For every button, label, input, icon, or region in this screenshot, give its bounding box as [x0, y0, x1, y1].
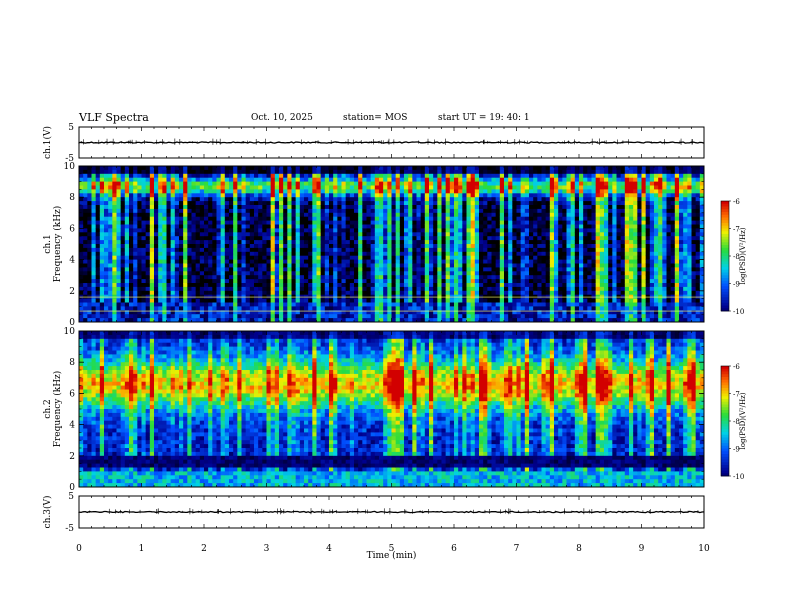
chart-station: station= MOS [343, 113, 408, 123]
ch1-waveform-ytick-label: -5 [65, 154, 74, 164]
x-tick-label: 7 [514, 544, 520, 554]
x-tick-label: 0 [76, 544, 82, 554]
ch1-spectrogram-ytick-label: 0 [69, 318, 75, 328]
ch1-waveform-axis-label: ch.1(V) [42, 126, 53, 159]
ch2-spectrogram-ytick-label: 8 [69, 358, 75, 368]
x-tick-label: 5 [389, 544, 395, 554]
x-tick-label: 10 [698, 544, 710, 554]
ch1-spectrogram-ytick-label: 2 [69, 287, 75, 297]
ch3-waveform-trace [78, 510, 705, 514]
ch3-waveform-ytick-label: -5 [65, 524, 74, 534]
ch2-spectrogram-colorbar-tick-label: -9 [733, 446, 740, 454]
ch3-waveform-axis-label: ch.3(V) [42, 496, 53, 529]
ch1-spectrogram-channel-label: ch.1 [43, 234, 53, 253]
ch1-spectrogram-ytick-label: 10 [64, 162, 76, 172]
ch1-waveform-trace [78, 141, 705, 144]
ch1-spectrogram-colorbar-tick-label: -6 [733, 198, 740, 206]
ch2-spectrogram-colorbar-tick-label: -7 [733, 391, 740, 399]
chart-start-time: start UT = 19: 40: 1 [438, 113, 530, 123]
ch1-spectrogram-ytick-label: 6 [69, 224, 75, 234]
x-tick-label: 1 [139, 544, 145, 554]
ch1-spectrogram-colorbar-tick-label: -8 [733, 253, 740, 261]
ch2-spectrogram-ytick-label: 2 [69, 452, 75, 462]
x-tick-label: 8 [576, 544, 582, 554]
ch1-spectrogram-colorbar-tick-label: -9 [733, 281, 740, 289]
ch2-spectrogram-colorbar-tick-label: -6 [733, 363, 740, 371]
ch2-spectrogram-colorbar-tick-label: -10 [733, 473, 744, 481]
ch2-spectrogram-colorbar-label: log(PSD)(V²/Hz) [739, 392, 747, 449]
ch2-spectrogram-ytick-label: 10 [64, 327, 76, 337]
ch1-spectrogram-ytick-label: 8 [69, 193, 75, 203]
ch1-waveform-ytick-label: 5 [68, 123, 74, 133]
ch3-waveform-ytick-label: 5 [68, 492, 74, 502]
ch2-spectrogram-channel-label: ch.2 [43, 399, 53, 418]
x-tick-label: 9 [639, 544, 645, 554]
ch1-spectrogram-axis-label: Frequency (kHz) [52, 206, 63, 283]
ch2-spectrogram-ytick-label: 0 [69, 483, 75, 493]
ch2-spectrogram-ytick-label: 6 [69, 389, 75, 399]
ch1-spectrogram-colorbar-tick-label: -10 [733, 308, 744, 316]
ch2-spectrogram-image [79, 331, 729, 488]
x-tick-label: 2 [201, 544, 207, 554]
chart-date: Oct. 10, 2025 [251, 113, 313, 123]
ch2-spectrogram-colorbar-tick-label: -8 [733, 418, 740, 426]
chart-title: VLF Spectra [79, 111, 149, 124]
ch1-spectrogram-ytick-label: 4 [69, 256, 75, 266]
x-tick-label: 3 [264, 544, 270, 554]
ch1-spectrogram-colorbar-tick-label: -7 [733, 226, 740, 234]
x-axis-label: Time (min) [367, 550, 417, 561]
x-tick-label: 6 [451, 544, 457, 554]
ch2-spectrogram-ytick-label: 4 [69, 421, 75, 431]
x-tick-label: 4 [326, 544, 332, 554]
ch1-spectrogram-colorbar-label: log(PSD)(V²/Hz) [739, 227, 747, 284]
ch1-spectrogram-image [79, 166, 729, 323]
ch2-spectrogram-axis-label: Frequency (kHz) [52, 371, 63, 448]
